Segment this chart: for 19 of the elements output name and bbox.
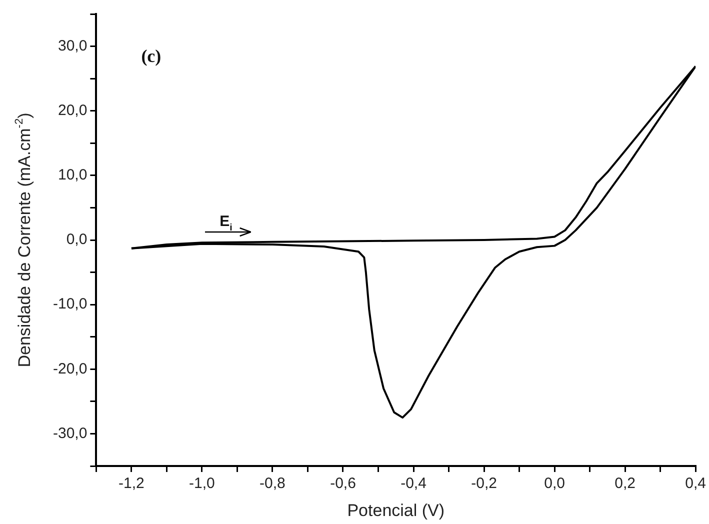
x-tick-label: -1,0 (189, 475, 215, 492)
x-tick-label: -0,6 (330, 475, 356, 492)
x-tick-label: 0,4 (685, 475, 706, 492)
x-tick-label: -1,2 (118, 475, 144, 492)
x-axis-title: Potencial (V) (347, 501, 445, 520)
y-tick-label: 10,0 (58, 166, 88, 184)
x-tick-label: -0,2 (471, 475, 497, 492)
y-tick-label: 0,0 (66, 231, 88, 248)
y-tick-label: 20,0 (58, 102, 88, 119)
y-tick-label: -20,0 (52, 360, 88, 378)
x-tick-label: -0,4 (400, 475, 426, 492)
x-tick-label: 0,0 (544, 475, 565, 492)
y-tick-label: 30,0 (58, 37, 88, 54)
x-tick-label: -0,8 (260, 475, 286, 492)
annotation: (c) (141, 46, 162, 66)
y-tick-label: -30,0 (52, 424, 88, 442)
y-axis-title: Densidade de Corrente (mA.cm-2) (13, 112, 34, 368)
y-tick-label: -10,0 (52, 296, 88, 313)
x-tick-label: 0,2 (614, 475, 636, 492)
